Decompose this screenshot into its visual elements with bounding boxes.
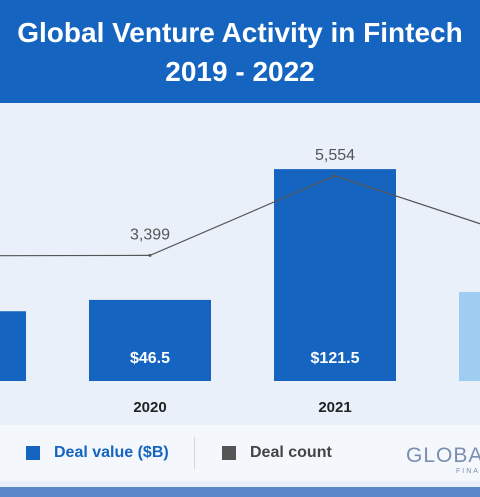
bar-2019 [0, 311, 26, 381]
chart-area: $46.5 $121.5 2020 2021 3,399 5,554 [0, 147, 480, 416]
legend-separator [194, 437, 195, 469]
deal-count-label-2020: 3,399 [130, 226, 170, 243]
bar-label-2020: $46.5 [130, 350, 170, 367]
legend: Deal value ($B) Deal count GLOBA FINA [0, 425, 480, 481]
chart-subtitle: 2019 - 2022 [165, 56, 315, 87]
bottom-strip [0, 487, 480, 497]
deal-count-point-2020 [148, 253, 152, 257]
legend-swatch-deal-value [26, 446, 40, 460]
bar-label-2021: $121.5 [311, 350, 360, 367]
deal-count-line [0, 175, 480, 257]
bar-2020 [89, 299, 211, 381]
legend-label-deal-value: Deal value ($B) [54, 444, 169, 461]
legend-label-deal-count: Deal count [250, 444, 332, 461]
x-tick-2021: 2021 [318, 399, 351, 416]
deal-count-point-2021 [333, 174, 337, 178]
legend-swatch-deal-count [222, 446, 236, 460]
brand-logo-subtext: FINA [456, 468, 480, 475]
x-tick-2020: 2020 [133, 399, 166, 416]
brand-logo: GLOBA [406, 444, 480, 467]
chart-header: Global Venture Activity in Fintech 2019 … [0, 0, 480, 103]
chart-title: Global Venture Activity in Fintech [17, 17, 463, 48]
deal-count-label-2021: 5,554 [315, 147, 355, 164]
bar-2021 [274, 169, 396, 381]
bar-2022 [459, 292, 480, 381]
